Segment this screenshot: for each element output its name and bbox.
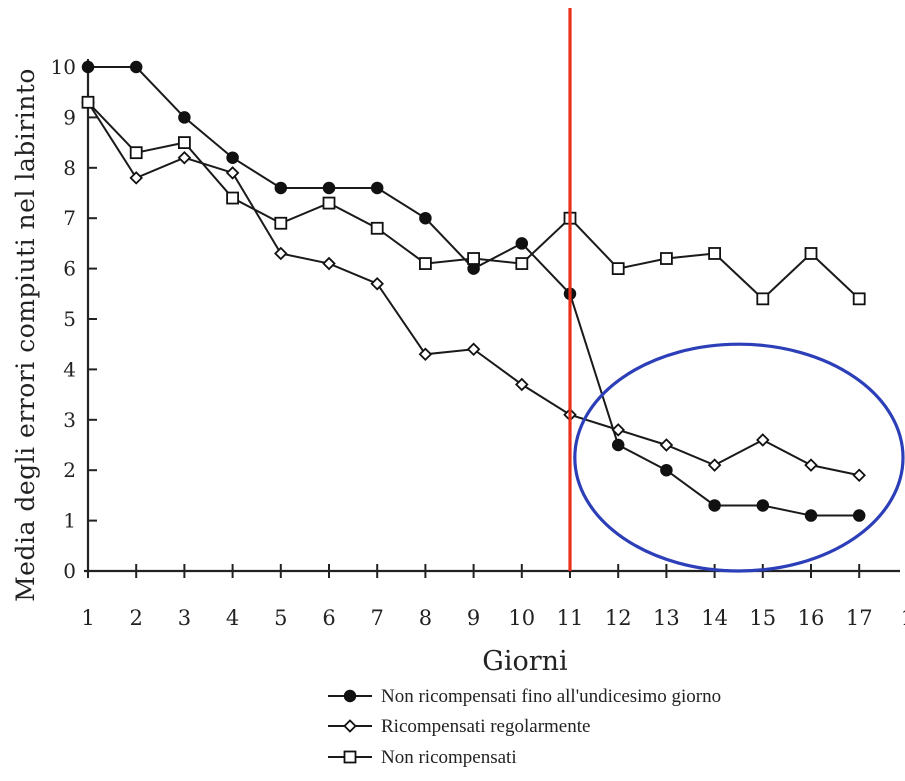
data-point-diamond (129, 171, 143, 185)
x-tick-label: 4 (226, 606, 239, 630)
y-tick-label: 5 (63, 307, 76, 331)
data-point-circle (852, 509, 866, 522)
y-tick-label: 3 (63, 408, 76, 432)
legend-label: Non ricompensati (381, 747, 517, 768)
x-tick-label: 5 (274, 606, 287, 630)
legend-label: Ricompensati regolarmente (381, 716, 590, 737)
annotation-layer (568, 8, 905, 573)
y-tick-label: 7 (63, 206, 76, 230)
data-point-diamond (343, 719, 357, 733)
data-point-square (322, 196, 336, 210)
series-line (87, 101, 860, 477)
legend-item-1: Non ricompensati fino all'undicesimo gio… (328, 686, 721, 707)
data-point-diamond (804, 458, 818, 472)
data-point-circle (515, 237, 529, 250)
data-point-diamond (756, 433, 770, 447)
data-point-circle (804, 509, 818, 522)
x-tick-label: 1 (81, 606, 94, 630)
data-point-square (708, 247, 721, 260)
series-2 (81, 95, 866, 483)
data-point-diamond (611, 423, 625, 437)
blue-highlight-ellipse (573, 342, 905, 573)
x-tick-label: 2 (130, 606, 143, 630)
x-tick-label: 1 (901, 606, 905, 630)
data-point-square (129, 146, 143, 160)
y-tick-label: 10 (51, 55, 76, 79)
data-point-square (660, 252, 673, 265)
data-point-square (852, 292, 866, 306)
x-tick-label: 6 (322, 606, 335, 630)
data-point-circle (81, 60, 95, 74)
x-tick-label: 16 (798, 606, 825, 630)
data-point-square (343, 750, 357, 764)
y-tick-label: 8 (63, 156, 76, 180)
data-point-diamond (852, 468, 866, 483)
legend-item-2: Ricompensati regolarmente (328, 716, 590, 737)
data-point-diamond (707, 458, 722, 472)
data-point-square (370, 221, 384, 235)
data-point-circle (322, 181, 336, 195)
data-point-square (756, 292, 770, 306)
y-ticks: 0 1 2 3 4 5 6 7 8 9 10 (51, 55, 97, 583)
data-point-diamond (274, 246, 288, 261)
y-tick-label: 2 (63, 458, 76, 482)
data-point-circle (343, 689, 357, 703)
series-layer (81, 60, 866, 522)
data-point-square (274, 216, 288, 230)
data-point-square (81, 95, 95, 109)
data-point-square (611, 262, 625, 276)
data-point-square (804, 247, 818, 260)
legend: Non ricompensati fino all'undicesimo gio… (328, 686, 721, 768)
y-tick-label: 0 (63, 559, 76, 583)
data-point-diamond (177, 150, 192, 165)
data-point-circle (660, 463, 673, 477)
y-tick-label: 6 (63, 257, 76, 281)
series-3 (81, 95, 866, 306)
x-tick-label: 9 (467, 606, 480, 630)
x-axis-label: Giorni (482, 646, 568, 677)
data-point-square (418, 257, 432, 270)
data-point-square (515, 257, 529, 270)
x-tick-label: 11 (557, 606, 584, 630)
x-tick-label: 8 (419, 606, 432, 630)
data-point-circle (708, 499, 721, 512)
data-point-diamond (370, 276, 384, 291)
y-tick-label: 4 (63, 357, 76, 381)
series-1 (81, 60, 866, 522)
legend-label: Non ricompensati fino all'undicesimo gio… (381, 686, 721, 707)
data-point-diamond (322, 256, 336, 271)
data-point-circle (419, 211, 432, 225)
data-point-square (177, 136, 191, 150)
x-tick-label: 15 (749, 606, 776, 630)
data-point-square (467, 252, 481, 265)
data-point-circle (178, 111, 191, 124)
series-line (88, 66, 860, 517)
data-point-diamond (466, 342, 481, 357)
data-point-diamond (418, 347, 433, 362)
data-point-circle (611, 438, 625, 452)
x-tick-label: 3 (178, 606, 191, 630)
data-point-diamond (225, 166, 240, 180)
x-tick-label: 12 (605, 606, 632, 630)
data-point-square (226, 191, 240, 205)
y-tick-label: 9 (63, 105, 76, 129)
x-tick-label: 17 (846, 606, 873, 630)
data-point-circle (370, 181, 384, 195)
y-tick-label: 1 (63, 509, 76, 533)
x-ticks: 12345678910111213141516171 (81, 564, 905, 630)
data-point-circle (129, 60, 143, 74)
x-tick-label: 10 (508, 606, 535, 630)
legend-item-3: Non ricompensati (328, 747, 517, 768)
x-tick-label: 7 (371, 606, 384, 630)
y-axis-label: Media degli errori compiuti nel labirint… (11, 68, 40, 602)
data-point-circle (226, 151, 239, 164)
data-point-circle (756, 499, 770, 512)
data-point-diamond (659, 438, 674, 452)
x-tick-label: 13 (653, 606, 680, 630)
data-point-circle (274, 181, 288, 195)
data-point-diamond (515, 377, 529, 392)
x-tick-label: 14 (701, 606, 728, 630)
